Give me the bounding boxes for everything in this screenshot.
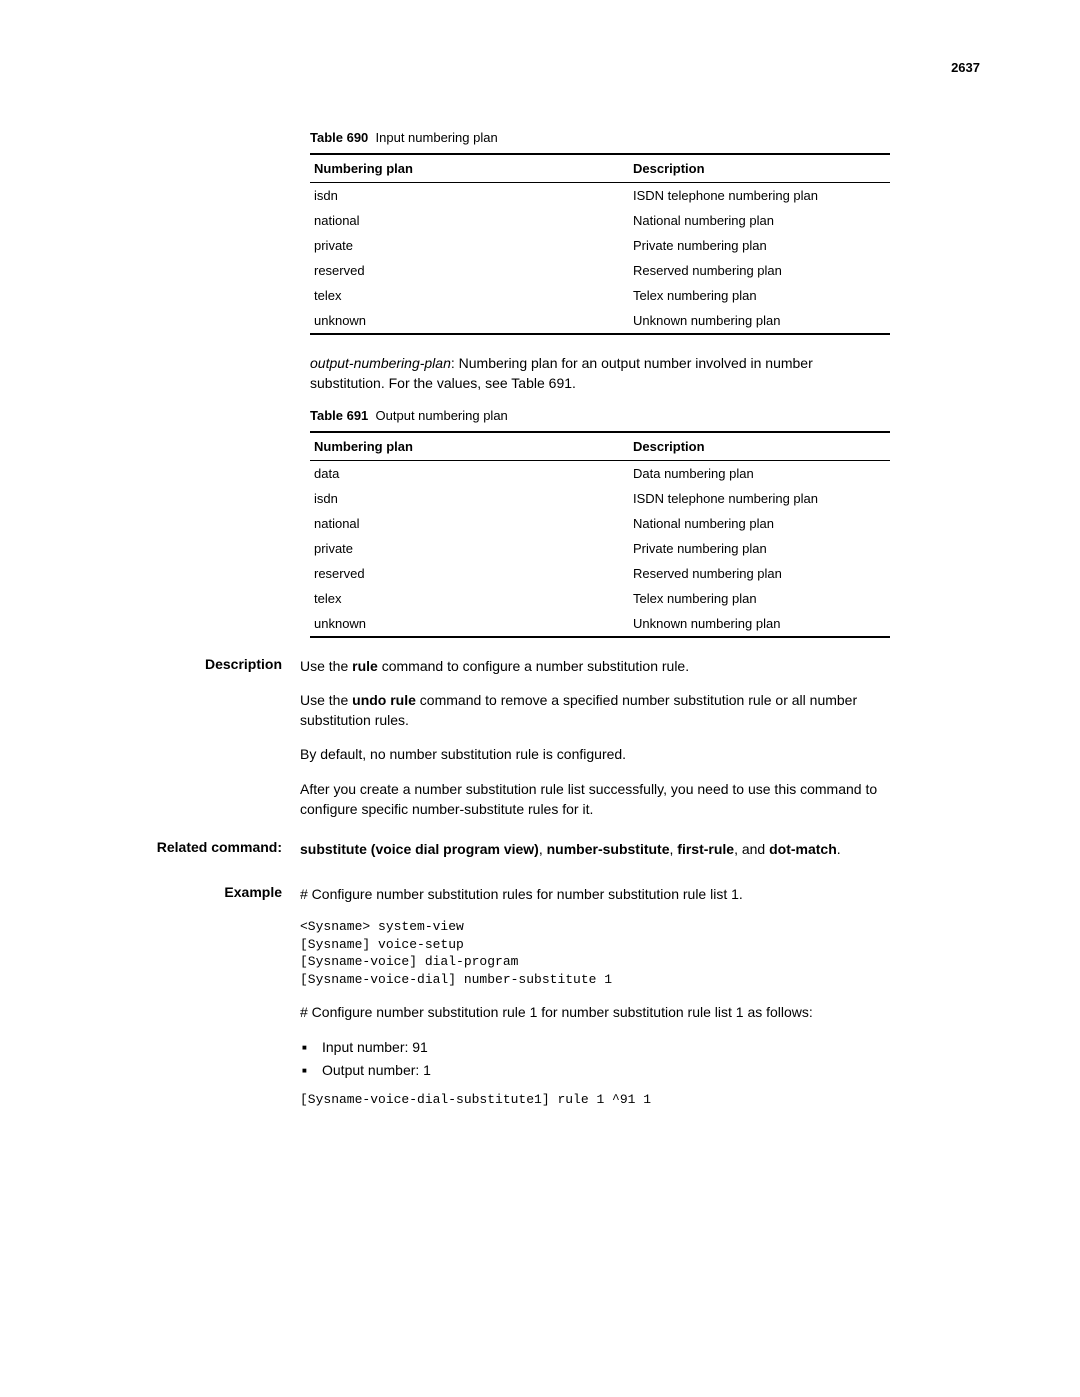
- related-label: Related command:: [0, 839, 300, 873]
- table690-label: Table 690: [310, 130, 368, 145]
- desc-p4: After you create a number substitution r…: [300, 779, 880, 820]
- example-code1: <Sysname> system-view [Sysname] voice-se…: [300, 918, 880, 988]
- output-plan-para: output-numbering-plan: Numbering plan fo…: [310, 353, 890, 394]
- table691-col2: Description: [629, 432, 890, 461]
- cmd-rule: rule: [352, 658, 378, 674]
- table691-title: Output numbering plan: [376, 408, 508, 423]
- table-row: privatePrivate numbering plan: [310, 233, 890, 258]
- table691-label: Table 691: [310, 408, 368, 423]
- table-row: reservedReserved numbering plan: [310, 561, 890, 586]
- table690-col2: Description: [629, 154, 890, 183]
- list-item: Input number: 91: [300, 1036, 880, 1058]
- example-p2: # Configure number substitution rule 1 f…: [300, 1002, 880, 1022]
- table690-caption: Table 690 Input numbering plan: [310, 130, 890, 145]
- table-row: unknownUnknown numbering plan: [310, 611, 890, 637]
- table690-title: Input numbering plan: [376, 130, 498, 145]
- table-row: reservedReserved numbering plan: [310, 258, 890, 283]
- table-row: dataData numbering plan: [310, 460, 890, 486]
- table691: Numbering plan Description dataData numb…: [310, 431, 890, 638]
- table-row: telexTelex numbering plan: [310, 586, 890, 611]
- table690-col1: Numbering plan: [310, 154, 629, 183]
- example-label: Example: [0, 884, 300, 1123]
- table-row: unknownUnknown numbering plan: [310, 308, 890, 334]
- table-row: nationalNational numbering plan: [310, 208, 890, 233]
- table-row: isdnISDN telephone numbering plan: [310, 486, 890, 511]
- table-row: telexTelex numbering plan: [310, 283, 890, 308]
- desc-p3: By default, no number substitution rule …: [300, 744, 880, 764]
- table-row: isdnISDN telephone numbering plan: [310, 183, 890, 209]
- table691-caption: Table 691 Output numbering plan: [310, 408, 890, 423]
- example-p1: # Configure number substitution rules fo…: [300, 884, 880, 904]
- desc-p1: Use the rule command to configure a numb…: [300, 656, 880, 676]
- page-number: 2637: [951, 60, 980, 75]
- table-row: nationalNational numbering plan: [310, 511, 890, 536]
- cmd-undo-rule: undo rule: [352, 692, 416, 708]
- output-plan-term: output-numbering-plan: [310, 355, 451, 371]
- list-item: Output number: 1: [300, 1059, 880, 1081]
- description-label: Description: [0, 656, 300, 834]
- table690: Numbering plan Description isdnISDN tele…: [310, 153, 890, 335]
- table691-col1: Numbering plan: [310, 432, 629, 461]
- example-code2: [Sysname-voice-dial-substitute1] rule 1 …: [300, 1091, 880, 1109]
- related-body: substitute (voice dial program view), nu…: [300, 839, 880, 859]
- desc-p2: Use the undo rule command to remove a sp…: [300, 690, 880, 731]
- example-bullets: Input number: 91 Output number: 1: [300, 1036, 880, 1081]
- table-row: privatePrivate numbering plan: [310, 536, 890, 561]
